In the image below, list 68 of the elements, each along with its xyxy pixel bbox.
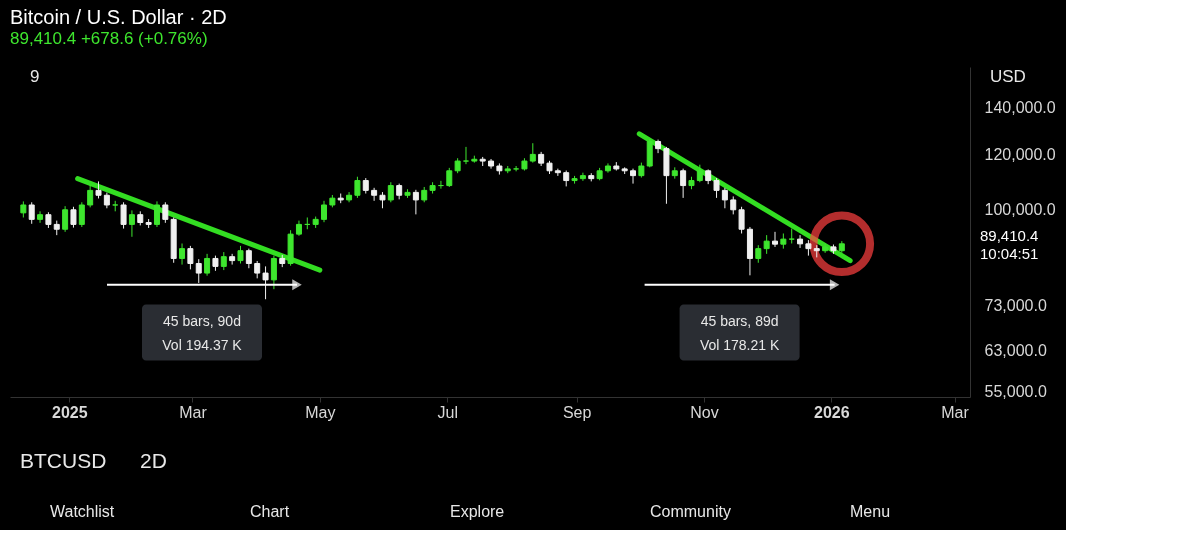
y-tick-label: 63,000.0 (984, 341, 1047, 359)
annotation: 45 bars, 90d (163, 312, 241, 329)
x-tick-label: 2026 (814, 403, 850, 421)
x-tick-label: 2025 (51, 403, 88, 421)
candlestick (162, 201, 169, 224)
candlestick (204, 253, 211, 277)
candlestick (822, 243, 829, 254)
annotation: 9 (30, 67, 40, 86)
candlestick (554, 168, 561, 177)
candlestick (87, 184, 94, 208)
candlestick (446, 167, 453, 188)
candlestick (78, 201, 85, 228)
text: BTCUSD (20, 449, 107, 472)
candlestick (713, 177, 720, 199)
y-tick-label: 55,000.0 (984, 382, 1047, 400)
text: Watchlist (50, 503, 115, 520)
candlestick (179, 243, 186, 266)
candlestick (153, 200, 160, 228)
candlestick (529, 142, 536, 164)
candlestick (120, 201, 127, 230)
candlestick (579, 172, 586, 182)
chart-title: Bitcoin / U.S. Dollar · 2D (10, 6, 227, 28)
candlestick (128, 209, 135, 238)
candlestick (513, 165, 520, 172)
text: 89,410.4 (980, 226, 1039, 244)
y-tick-label: 100,000.0 (984, 201, 1056, 219)
candlestick (763, 234, 770, 255)
candlestick (412, 189, 419, 215)
candlestick (797, 234, 804, 249)
x-tick-label: Sep (562, 403, 592, 421)
candlestick (37, 210, 44, 224)
text: 10:04:51 (980, 244, 1039, 262)
x-tick-label: Jul (437, 403, 458, 421)
candlestick (70, 206, 77, 229)
x-tick-label: Nov (690, 403, 719, 421)
y-tick-label: 140,000.0 (984, 99, 1056, 117)
candlestick (28, 201, 35, 225)
candlestick (354, 176, 361, 199)
candlestick (772, 231, 778, 248)
candlestick (262, 265, 269, 300)
text: Chart (250, 503, 290, 520)
candlestick (462, 146, 469, 165)
candlestick (387, 181, 394, 203)
y-tick-label: 73,000.0 (984, 296, 1047, 314)
text: USD (990, 67, 1026, 86)
candlestick (245, 248, 252, 269)
text: Explore (450, 503, 505, 520)
annotation: 45 bars, 89d (700, 312, 779, 329)
candlestick (630, 168, 637, 185)
x-tick-label: Mar (941, 403, 970, 421)
candlestick (680, 168, 687, 199)
candlestick (195, 258, 202, 284)
x-tick-label: Mar (179, 403, 208, 421)
x-tick-label: May (305, 403, 336, 421)
annotation: Vol 194.37 K (162, 336, 243, 353)
text: Menu (850, 503, 891, 520)
candlestick (62, 205, 69, 233)
candlestick (321, 200, 328, 223)
text: Community (650, 503, 731, 520)
y-tick-label: 120,000.0 (984, 145, 1056, 163)
candlestick (187, 245, 194, 270)
annotation: Vol 178.21 K (699, 336, 780, 353)
candlestick (371, 187, 378, 202)
text: 2D (140, 449, 167, 472)
candlestick (721, 187, 728, 209)
chart-subtitle: 89,410.4 +678.6 (+0.76%) (10, 29, 208, 48)
candlestick (738, 206, 745, 234)
candlestick (229, 253, 236, 266)
